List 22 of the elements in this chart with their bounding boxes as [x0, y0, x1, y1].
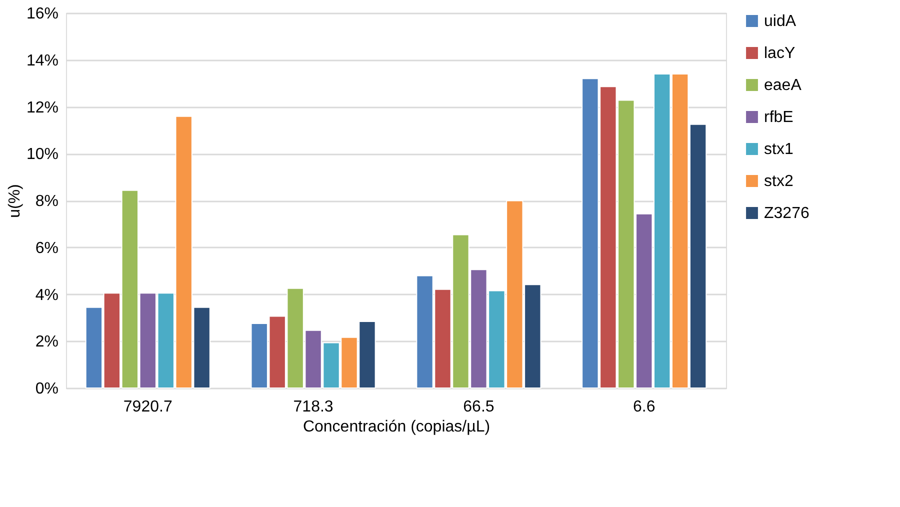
- y-tick-label: 6%: [35, 240, 58, 257]
- y-tick-label: 2%: [35, 334, 58, 351]
- legend-label: uidA: [764, 13, 796, 30]
- y-tick-label: 14%: [26, 52, 58, 70]
- legend-label: stx1: [764, 141, 794, 158]
- x-axis-title: Concentración (copias/µL): [302, 418, 490, 436]
- legend-label: eaeA: [764, 77, 802, 94]
- y-tick-label: 0%: [35, 380, 58, 398]
- x-tick-label: 6.6: [632, 398, 656, 416]
- y-tick-label: 8%: [35, 193, 58, 210]
- y-axis-title: u(%): [6, 184, 24, 218]
- x-tick-label: 66.5: [463, 398, 494, 416]
- x-tick-label: 718.3: [293, 398, 334, 416]
- y-tick-label: 4%: [35, 286, 58, 304]
- y-tick-label: 12%: [26, 99, 58, 116]
- x-tick-label: 7920.7: [123, 398, 172, 416]
- y-tick-label: 16%: [26, 6, 58, 22]
- legend-label: Z3276: [764, 205, 810, 222]
- legend-label: stx2: [764, 173, 794, 190]
- y-tick-label: 10%: [26, 146, 58, 164]
- legend-label: rfbE: [764, 109, 794, 126]
- legend-label: lacY: [764, 45, 796, 62]
